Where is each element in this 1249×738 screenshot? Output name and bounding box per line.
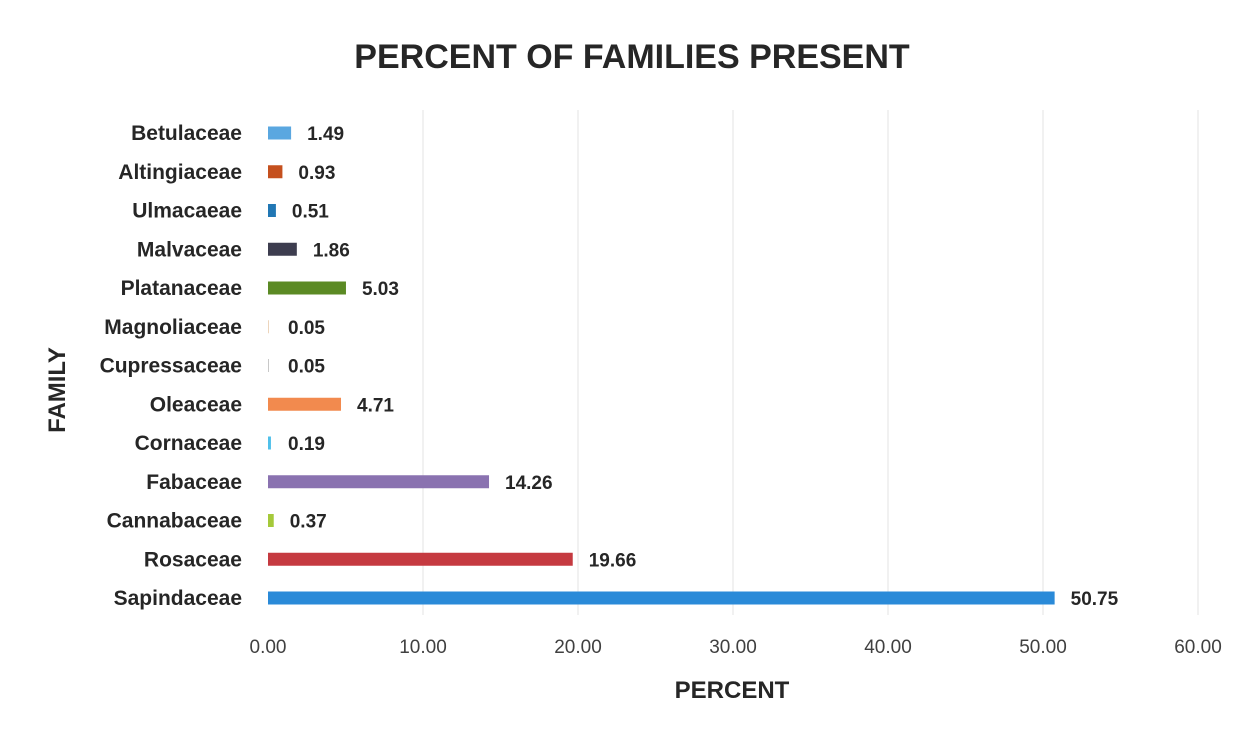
bars bbox=[268, 126, 1055, 605]
x-tick-label: 50.00 bbox=[1019, 637, 1067, 658]
bar bbox=[268, 165, 283, 179]
category-label: Fabaceae bbox=[146, 471, 242, 494]
data-label: 0.05 bbox=[288, 357, 325, 378]
data-label: 5.03 bbox=[362, 279, 399, 300]
x-axis-tick-labels: 0.00 10.00 20.00 30.00 40.00 50.00 60.00 bbox=[250, 637, 1222, 658]
category-label: Cannabaceae bbox=[107, 510, 242, 533]
bar bbox=[268, 552, 573, 566]
data-label: 4.71 bbox=[357, 395, 394, 416]
category-label: Ulmacaeae bbox=[132, 200, 242, 223]
category-label: Betulaceae bbox=[131, 122, 242, 145]
bar bbox=[268, 281, 346, 295]
category-labels: Betulaceae Altingiaceae Ulmacaeae Malvaceae… bbox=[100, 122, 242, 610]
category-label: Altingiaceae bbox=[118, 161, 242, 184]
category-label: Oleaceae bbox=[150, 393, 242, 416]
category-label: Malvaceae bbox=[137, 238, 242, 261]
x-tick-label: 40.00 bbox=[864, 637, 912, 658]
bar bbox=[268, 359, 269, 372]
data-label: 0.93 bbox=[298, 163, 335, 184]
data-label: 0.05 bbox=[288, 318, 325, 339]
category-label: Cornaceae bbox=[135, 432, 242, 455]
bar bbox=[268, 514, 274, 527]
data-label: 14.26 bbox=[505, 473, 553, 494]
category-label: Rosaceae bbox=[144, 548, 242, 571]
category-label: Sapindaceae bbox=[114, 587, 242, 610]
bar bbox=[268, 436, 271, 450]
bar bbox=[268, 591, 1055, 605]
x-tick-label: 20.00 bbox=[554, 637, 602, 658]
data-label: 0.19 bbox=[288, 434, 325, 455]
bar bbox=[268, 204, 276, 217]
x-tick-label: 60.00 bbox=[1174, 637, 1222, 658]
data-label: 1.49 bbox=[307, 124, 344, 145]
data-labels: 1.49 0.93 0.51 1.86 5.03 0.05 0.05 4.71 0.19 14.2… bbox=[288, 124, 1119, 610]
x-tick-label: 0.00 bbox=[250, 637, 287, 658]
data-label: 1.86 bbox=[313, 240, 350, 261]
gridlines bbox=[422, 110, 1199, 615]
bar bbox=[268, 242, 297, 256]
bar bbox=[268, 126, 292, 140]
bar bbox=[268, 475, 490, 489]
bar bbox=[268, 397, 342, 411]
category-label: Cupressaceae bbox=[100, 355, 242, 378]
category-label: Magnoliaceae bbox=[104, 316, 242, 339]
data-label: 0.37 bbox=[290, 512, 327, 533]
chart-title: PERCENT OF FAMILIES PRESENT bbox=[354, 38, 910, 76]
data-label: 19.66 bbox=[589, 550, 637, 571]
data-label: 0.51 bbox=[292, 202, 329, 223]
data-label: 50.75 bbox=[1071, 589, 1119, 610]
x-tick-label: 10.00 bbox=[399, 637, 447, 658]
bar bbox=[268, 320, 269, 334]
y-axis-title: FAMILY bbox=[44, 347, 71, 433]
x-axis-title: PERCENT bbox=[675, 677, 790, 704]
category-label: Platanaceae bbox=[121, 277, 242, 300]
x-tick-label: 30.00 bbox=[709, 637, 757, 658]
